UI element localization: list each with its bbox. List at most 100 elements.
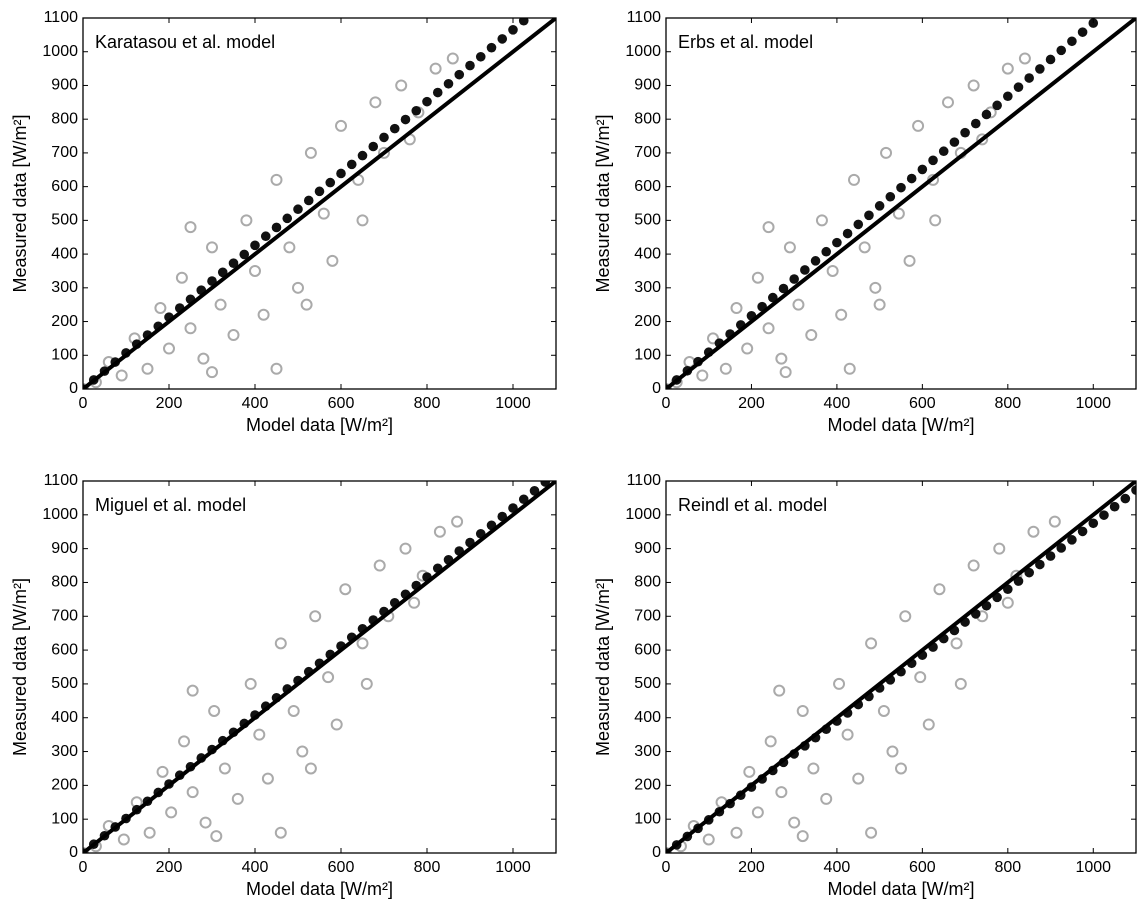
y-tick-label: 300 <box>51 743 78 760</box>
y-tick-label: 200 <box>51 313 78 330</box>
y-tick-label: 400 <box>634 709 661 726</box>
scatter-point <box>833 677 846 690</box>
scatter-point <box>848 173 860 186</box>
scatter-point <box>858 241 871 254</box>
scatter-point <box>892 207 905 220</box>
scatter-point <box>865 826 878 839</box>
y-tick-label: 1000 <box>42 43 78 60</box>
scatter-point <box>1048 515 1061 528</box>
scatter-point <box>399 542 412 555</box>
plot-area <box>666 481 1136 853</box>
scatter-point <box>914 671 927 684</box>
fit-dot <box>810 256 821 266</box>
panel: 0 100 200 300 400 500 600 700 800 900 1000 1100 0 200… <box>593 9 1137 435</box>
y-tick-label: 0 <box>69 380 78 397</box>
y-tick-label: 900 <box>634 77 661 94</box>
y-tick-label: 700 <box>634 144 661 161</box>
axes-frame <box>82 17 557 390</box>
scatter-point <box>743 765 756 778</box>
axes-frame <box>665 480 1137 854</box>
scatter-point <box>317 207 330 220</box>
fit-dot <box>885 191 896 202</box>
x-tick-label: 800 <box>994 859 1021 876</box>
scatter-point <box>815 214 828 227</box>
y-tick-label: 1100 <box>627 9 662 26</box>
identity-line <box>83 481 556 853</box>
scatter-point <box>175 271 188 284</box>
y-tick-label: 300 <box>634 743 661 760</box>
y-axis-label: Measured data [W/m²] <box>593 114 613 292</box>
x-axis-label: Model data [W/m²] <box>246 879 393 899</box>
scatter-point <box>433 525 446 538</box>
scatter-point <box>274 637 287 650</box>
fit-dot <box>432 87 443 98</box>
fit-dot <box>1120 493 1131 504</box>
fit-dot <box>853 219 864 230</box>
fit-dot <box>864 210 874 221</box>
x-axis-label: Model data [W/m²] <box>246 415 393 435</box>
y-tick-label: 900 <box>634 540 661 557</box>
scatter-point <box>178 735 191 748</box>
y-tick-label: 1000 <box>42 506 78 523</box>
x-tick-label: 400 <box>824 395 851 412</box>
scatter-point <box>835 308 848 321</box>
scatter-point <box>792 298 805 311</box>
scatter-point <box>796 704 809 717</box>
scatter-point <box>115 369 128 382</box>
scatter-point <box>322 671 335 684</box>
fit-dot <box>800 265 810 275</box>
y-tick-label: 300 <box>634 279 661 296</box>
identity-line <box>83 18 556 389</box>
scatter-point <box>330 718 343 731</box>
x-tick-label: 400 <box>242 859 269 876</box>
scatter-point <box>356 637 369 650</box>
scatter-point <box>335 119 347 132</box>
scatter-point <box>231 792 244 805</box>
scatter-point <box>993 542 1006 555</box>
fit-dot <box>217 267 228 278</box>
x-tick-label: 0 <box>79 395 88 412</box>
x-tick-label: 0 <box>662 395 671 412</box>
identity-line <box>666 18 1136 389</box>
fit-dot <box>938 146 949 157</box>
fit-dot <box>1088 18 1099 28</box>
scatter-point <box>775 786 788 799</box>
plot-area <box>83 18 556 389</box>
scatter-point <box>163 342 175 355</box>
scatter-point <box>451 515 464 528</box>
x-tick-label: 600 <box>328 859 355 876</box>
y-tick-label: 500 <box>51 675 78 692</box>
scatter-point <box>240 214 253 227</box>
scatter-point <box>873 298 886 311</box>
fit-dot <box>325 177 336 188</box>
scatter-point <box>165 806 178 819</box>
fit-dot <box>1003 91 1013 102</box>
axes-frame <box>82 480 557 854</box>
scatter-point <box>773 684 786 697</box>
fit-dot <box>1088 518 1099 529</box>
scatter-point <box>805 329 818 342</box>
panel-annotation: Miguel et al. model <box>95 495 246 515</box>
y-tick-label: 700 <box>51 144 78 161</box>
scatter-point <box>730 302 743 315</box>
fit-dot <box>475 51 486 62</box>
scatter-point <box>869 281 882 294</box>
scatter-point <box>446 52 459 65</box>
fit-dot <box>842 228 853 239</box>
fit-dot <box>1099 510 1109 520</box>
scatter-point <box>865 637 878 650</box>
scatter-point <box>270 173 283 186</box>
scatter-point <box>775 352 788 365</box>
x-axis-label: Model data [W/m²] <box>827 879 974 899</box>
scatter-point <box>184 221 197 234</box>
fit-dot <box>250 240 260 251</box>
fit-dot <box>508 25 518 35</box>
y-tick-label: 200 <box>634 777 661 794</box>
fit-dot <box>1067 535 1077 545</box>
scatter-point <box>227 329 240 342</box>
fit-dot <box>293 204 303 215</box>
scatter-point <box>292 281 304 294</box>
fit-dot <box>486 42 497 53</box>
fit-dot <box>906 173 917 184</box>
